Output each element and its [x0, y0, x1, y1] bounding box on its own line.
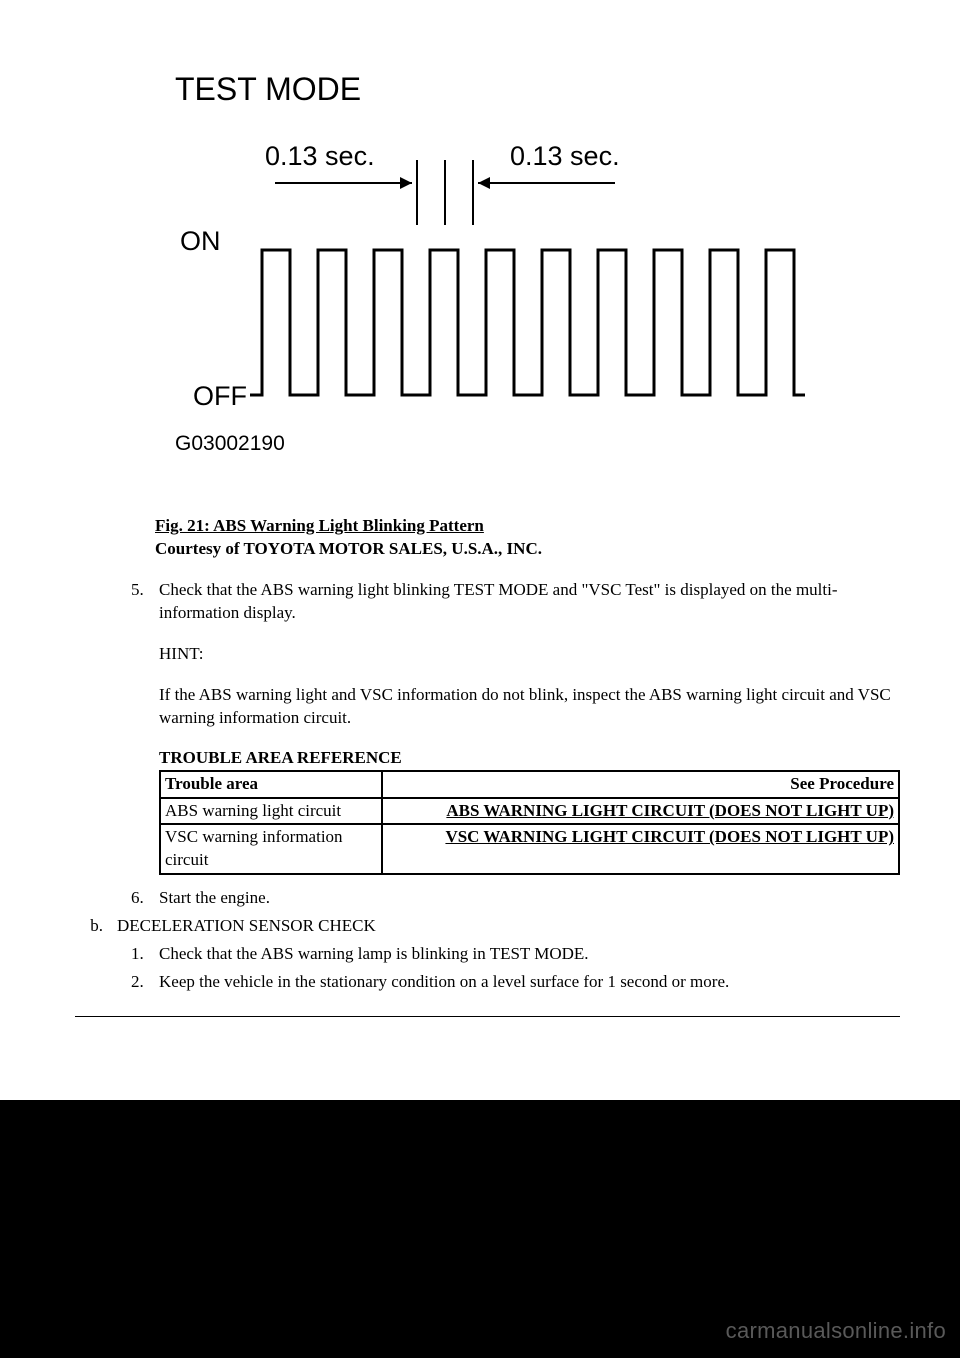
- svg-text:G03002190: G03002190: [175, 432, 285, 455]
- page-divider: [75, 1016, 900, 1017]
- document-page: TEST MODE 0.13 sec. 0.13 sec. ON OFF G0300219…: [0, 0, 960, 1100]
- step-number: 5.: [131, 579, 159, 625]
- hint-text: If the ABS warning light and VSC informa…: [159, 684, 900, 730]
- svg-text:TEST MODE: TEST MODE: [175, 71, 361, 107]
- table-header-row: Trouble area See Procedure: [160, 771, 899, 798]
- table-header-see-procedure: See Procedure: [382, 771, 899, 798]
- trouble-area-table: Trouble area See Procedure ABS warning l…: [159, 770, 900, 876]
- sub-step-1: 1. Check that the ABS warning lamp is bl…: [131, 943, 900, 966]
- figure-title: Fig. 21: ABS Warning Light Blinking Patt…: [155, 515, 900, 538]
- step-text: Check that the ABS warning light blinkin…: [159, 579, 900, 625]
- table-row: ABS warning light circuit ABS WARNING LI…: [160, 798, 899, 825]
- svg-text:ON: ON: [180, 226, 221, 256]
- table-header-trouble-area: Trouble area: [160, 771, 382, 798]
- step-text: Keep the vehicle in the stationary condi…: [159, 971, 729, 994]
- step-number: 1.: [131, 943, 159, 966]
- diagram-svg: TEST MODE 0.13 sec. 0.13 sec. ON OFF G0300219…: [165, 60, 805, 460]
- table-title: TROUBLE AREA REFERENCE: [159, 748, 900, 768]
- step-text: DECELERATION SENSOR CHECK: [117, 915, 376, 938]
- svg-text:OFF: OFF: [193, 381, 247, 411]
- svg-text:0.13 sec.: 0.13 sec.: [265, 141, 375, 171]
- table-cell-trouble: VSC warning information circuit: [160, 824, 382, 874]
- step-number: 6.: [131, 887, 159, 910]
- blinking-pattern-diagram: TEST MODE 0.13 sec. 0.13 sec. ON OFF G0300219…: [165, 60, 900, 465]
- step-text: Start the engine.: [159, 887, 270, 910]
- table-row: VSC warning information circuit VSC WARN…: [160, 824, 899, 874]
- hint-block: HINT: If the ABS warning light and VSC i…: [159, 643, 900, 730]
- figure-caption: Fig. 21: ABS Warning Light Blinking Patt…: [155, 515, 900, 561]
- step-number: 2.: [131, 971, 159, 994]
- figure-courtesy: Courtesy of TOYOTA MOTOR SALES, U.S.A., …: [155, 538, 900, 561]
- watermark: carmanualsonline.info: [726, 1318, 946, 1344]
- step-text: Check that the ABS warning lamp is blink…: [159, 943, 589, 966]
- step-letter: b.: [89, 915, 117, 938]
- step-6: 6. Start the engine.: [131, 887, 900, 910]
- table-cell-procedure: ABS WARNING LIGHT CIRCUIT (DOES NOT LIGH…: [382, 798, 899, 825]
- table-cell-trouble: ABS warning light circuit: [160, 798, 382, 825]
- table-cell-procedure: VSC WARNING LIGHT CIRCUIT (DOES NOT LIGH…: [382, 824, 899, 874]
- sub-step-2: 2. Keep the vehicle in the stationary co…: [131, 971, 900, 994]
- hint-label: HINT:: [159, 643, 900, 666]
- step-5: 5. Check that the ABS warning light blin…: [131, 579, 900, 625]
- svg-text:0.13 sec.: 0.13 sec.: [510, 141, 620, 171]
- step-b: b. DECELERATION SENSOR CHECK: [89, 915, 900, 938]
